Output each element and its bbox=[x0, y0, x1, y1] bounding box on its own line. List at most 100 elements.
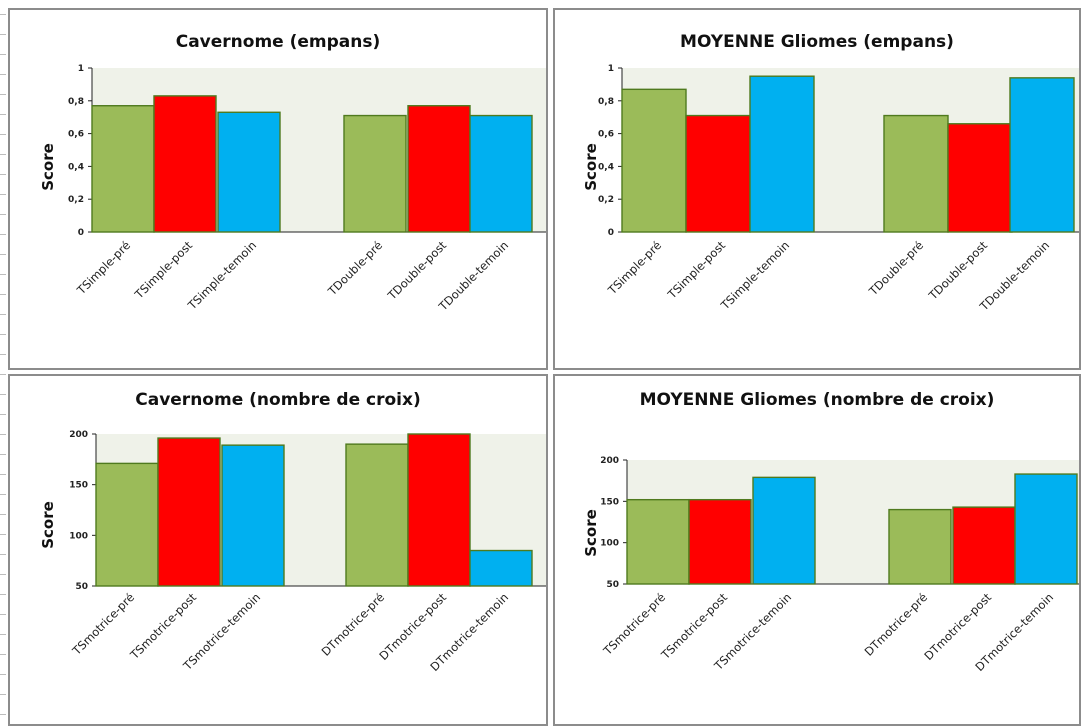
bar bbox=[469, 114, 533, 233]
gutter-tick bbox=[0, 174, 6, 175]
gutter-tick bbox=[0, 574, 6, 575]
chart-panel-gliomes-croix: MOYENNE Gliomes (nombre de croix) Score … bbox=[553, 374, 1081, 726]
gutter-tick bbox=[0, 414, 6, 415]
x-tick-label: TDouble-post bbox=[384, 238, 449, 303]
bar bbox=[1014, 473, 1078, 585]
y-tick-label: 0 bbox=[608, 228, 614, 238]
gutter-tick bbox=[0, 674, 6, 675]
x-tick-label: TDouble-pré bbox=[324, 238, 385, 299]
bar bbox=[95, 462, 159, 587]
x-tick-label: TDouble-pré bbox=[865, 238, 926, 299]
y-tick-label: 50 bbox=[606, 580, 619, 590]
bar bbox=[91, 105, 155, 233]
gutter-tick bbox=[0, 14, 6, 15]
gutter-tick bbox=[0, 614, 6, 615]
y-tick-label: 0,6 bbox=[68, 130, 84, 140]
chart-plot: 50100150200TSmotrice-préTSmotrice-postTS… bbox=[69, 430, 546, 674]
x-tick-label: TSimple-post bbox=[664, 238, 728, 302]
gutter-tick bbox=[0, 314, 6, 315]
gutter-tick bbox=[0, 74, 6, 75]
bar bbox=[685, 114, 751, 233]
y-tick-label: 100 bbox=[69, 531, 88, 541]
gutter-tick bbox=[0, 194, 6, 195]
gutter-tick bbox=[0, 714, 6, 715]
x-tick-label: TSimple-temoin bbox=[184, 238, 259, 313]
x-tick-label: TSmotrice-post bbox=[127, 590, 200, 663]
bar bbox=[621, 88, 687, 233]
bar bbox=[952, 506, 1016, 585]
bar bbox=[343, 114, 407, 233]
chart-title: MOYENNE Gliomes (nombre de croix) bbox=[639, 390, 995, 410]
gutter-tick bbox=[0, 554, 6, 555]
x-tick-label: TSmotrice-pré bbox=[600, 590, 668, 658]
gutter-tick bbox=[0, 334, 6, 335]
chart-plot: 50100150200TSmotrice-préTSmotrice-postTS… bbox=[600, 456, 1079, 674]
y-tick-label: 0,8 bbox=[68, 97, 84, 107]
y-tick-label: 0,2 bbox=[68, 195, 84, 205]
gutter-tick bbox=[0, 54, 6, 55]
chart-title: Cavernome (empans) bbox=[175, 32, 381, 52]
bar bbox=[752, 476, 816, 585]
y-tick-label: 100 bbox=[600, 539, 619, 549]
gutter-tick bbox=[0, 634, 6, 635]
bar bbox=[469, 549, 533, 587]
gutter-tick bbox=[0, 254, 6, 255]
y-tick-label: 200 bbox=[69, 430, 88, 440]
gutter-tick bbox=[0, 34, 6, 35]
gutter-tick bbox=[0, 474, 6, 475]
x-tick-label: TSimple-pré bbox=[605, 238, 665, 298]
chart-panel-cavernome-croix: Cavernome (nombre de croix) Score 50 100 1… bbox=[8, 374, 548, 726]
bar bbox=[1009, 77, 1075, 233]
gutter-tick bbox=[0, 394, 6, 395]
bar bbox=[345, 443, 409, 587]
y-tick-label: 0,4 bbox=[598, 162, 614, 172]
gutter-tick bbox=[0, 694, 6, 695]
x-tick-label: TSimple-post bbox=[131, 238, 195, 302]
y-tick-label: 1 bbox=[78, 64, 84, 74]
bar bbox=[883, 114, 949, 233]
gutter-tick bbox=[0, 594, 6, 595]
x-tick-label: TDouble-post bbox=[925, 238, 990, 303]
gutter-tick bbox=[0, 454, 6, 455]
gutter-tick bbox=[0, 274, 6, 275]
chart-panel-gliomes-empans: MOYENNE Gliomes (empans) Score 0 0,2 0,4 0,… bbox=[553, 8, 1081, 370]
bar bbox=[947, 123, 1013, 233]
x-tick-label: TSmotrice-pré bbox=[69, 590, 137, 658]
gutter-tick bbox=[0, 434, 6, 435]
gutter-tick bbox=[0, 494, 6, 495]
gutter-tick bbox=[0, 154, 6, 155]
y-tick-label: 150 bbox=[69, 481, 88, 491]
x-tick-label: TSimple-pré bbox=[74, 238, 134, 298]
bar bbox=[153, 95, 217, 233]
y-tick-label: 50 bbox=[75, 582, 88, 592]
chart-title: MOYENNE Gliomes (empans) bbox=[680, 32, 954, 52]
chart-plot: 0 0,2 0,4 0,6 0,8 1 TSimple-préTSimple-postTSi… bbox=[68, 64, 546, 314]
y-tick-label: 0,4 bbox=[68, 162, 84, 172]
gutter-tick bbox=[0, 134, 6, 135]
x-tick-label: DTmotrice-pré bbox=[862, 590, 931, 659]
chart-panel-cavernome-empans: Cavernome (empans) Score 0 0,2 0,4 0,6 0,8 1 T… bbox=[8, 8, 548, 370]
y-tick-label: 200 bbox=[600, 456, 619, 466]
gutter-tick bbox=[0, 534, 6, 535]
gutter-tick bbox=[0, 234, 6, 235]
gutter-tick bbox=[0, 214, 6, 215]
x-tick-label: TSmotrice-post bbox=[658, 590, 731, 663]
x-tick-label: DTmotrice-pré bbox=[319, 590, 388, 659]
y-tick-label: 150 bbox=[600, 497, 619, 507]
gutter-tick bbox=[0, 654, 6, 655]
gutter-tick bbox=[0, 114, 6, 115]
y-tick-label: 1 bbox=[608, 64, 614, 74]
bar bbox=[407, 433, 471, 587]
bar bbox=[221, 444, 285, 587]
gutter-tick bbox=[0, 354, 6, 355]
bar bbox=[407, 105, 471, 233]
bar bbox=[157, 437, 221, 587]
chart-title: Cavernome (nombre de croix) bbox=[135, 390, 421, 410]
x-tick-label: TSimple-temoin bbox=[717, 238, 792, 313]
y-tick-label: 0,8 bbox=[598, 97, 614, 107]
bar bbox=[888, 508, 952, 585]
gutter-tick bbox=[0, 94, 6, 95]
bar bbox=[688, 498, 752, 585]
gutter-tick bbox=[0, 294, 6, 295]
